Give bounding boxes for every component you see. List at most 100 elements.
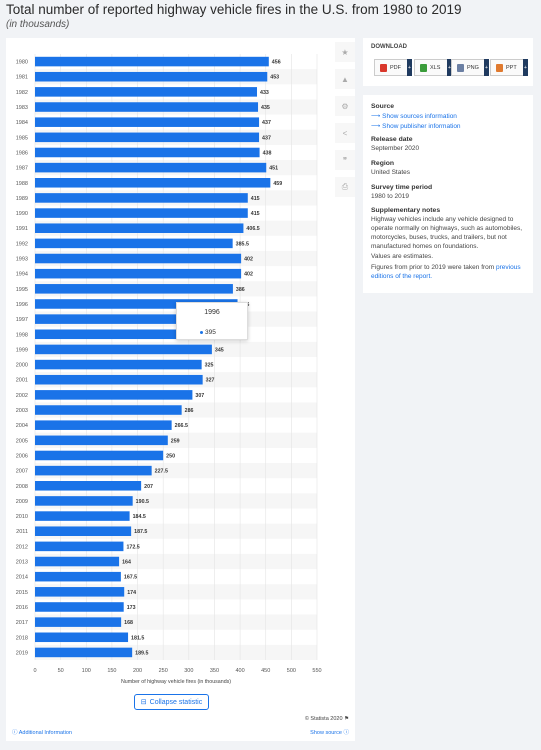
additional-info-link[interactable]: ⓘ Additional Information [12,728,72,736]
bar [35,465,152,476]
y-tick-label: 2002 [16,393,28,399]
bar [35,587,125,597]
y-tick-label: 2011 [16,529,28,535]
chart-tooltip: 1996 395 [176,302,248,340]
region-heading: Region [371,159,395,167]
bar [35,268,242,279]
data-label: 437 [262,135,271,141]
flag-icon: ⚑ [344,716,349,722]
x-axis-label: Number of highway vehicle fires (in thou… [121,679,231,685]
share-icon: < [342,128,348,138]
show-publisher-link[interactable]: ⟶ Show publisher information [371,122,525,130]
data-label: 172.5 [126,544,139,550]
bar-chart: 0 50 100 150 200 250 300 350 400 450 500 550 1980 456… [16,54,322,685]
y-tick-label: 1980 [16,60,28,66]
period-value: 1980 to 2019 [371,192,409,200]
bar [35,223,244,233]
bar [35,511,130,521]
download-panel: DOWNLOAD PDF + XLS + PNG + PPT + [363,38,533,86]
data-label: 307 [195,393,204,399]
bar [35,496,133,506]
data-label: 227.5 [155,469,168,475]
data-label: 187.5 [134,529,147,535]
y-tick-label: 2016 [16,605,28,611]
share-button[interactable]: < [335,123,355,143]
cite-button[interactable]: ❞ [335,150,355,170]
period-heading: Survey time period [371,183,433,191]
plus-icon: + [484,59,489,76]
previous-editions-link[interactable]: previous editions of the report. [371,264,521,280]
region-value: United States [371,168,411,176]
download-xls-button[interactable]: XLS + [414,59,452,76]
arrow-right-icon: ⟶ [371,123,381,130]
png-file-icon [457,63,464,72]
copyright-text: © Statista 2020 [304,716,343,722]
bar [35,56,269,67]
y-tick-label: 2013 [16,560,28,566]
y-tick-label: 2019 [16,650,28,656]
bar [35,314,223,324]
data-label: 406.5 [246,226,259,232]
copyright: © Statista 2020 ⚑ [305,716,349,722]
data-label: 437 [262,120,271,126]
bar [35,208,248,218]
x-tick-label: 300 [184,668,193,674]
bar [35,87,258,97]
data-label: 181.5 [131,635,144,641]
download-pdf-button[interactable]: PDF + [374,59,412,76]
notes-prior: Figures from prior to 2019 were taken fr… [371,264,525,282]
gear-icon: ⚙ [341,101,349,111]
info-panel: Source ⟶ Show sources information ⟶ Show… [363,95,533,293]
bar [35,481,142,491]
data-label: 386 [236,287,245,293]
notify-button[interactable]: ▲ [335,69,355,89]
data-label: 435 [261,105,270,111]
page-title: Total number of reported highway vehicle… [6,2,462,17]
show-source-label: Show source [310,730,342,736]
print-button[interactable]: ⎙ [335,177,355,197]
data-label: 415 [251,211,260,217]
x-tick-label: 0 [33,668,36,674]
favorite-button[interactable]: ★ [335,42,355,62]
show-source-link[interactable]: Show source ⓘ [310,728,349,736]
x-tick-label: 50 [58,668,64,674]
download-title: DOWNLOAD [371,44,407,50]
collapse-icon: ⊟ [140,699,147,706]
source-heading: Source [371,103,395,110]
data-label: 250 [166,453,175,459]
y-tick-label: 2000 [16,363,28,369]
data-label: 453 [270,75,279,81]
data-label: 402 [244,257,253,263]
data-label: 168 [124,620,133,626]
bar [35,344,212,355]
bar [35,329,215,340]
additional-info-label: Additional Information [18,730,72,736]
show-sources-link[interactable]: ⟶ Show sources information [371,112,525,120]
y-tick-label: 1990 [16,211,28,217]
x-tick-label: 550 [312,668,321,674]
y-tick-label: 2001 [16,378,28,384]
bar [35,71,268,82]
download-png-button[interactable]: PNG + [451,59,489,76]
y-tick-label: 1996 [16,302,28,308]
y-tick-label: 1989 [16,196,28,202]
y-tick-label: 1988 [16,181,28,187]
download-ppt-button[interactable]: PPT + [490,59,528,76]
data-label: 325 [205,363,214,369]
bar [35,541,124,552]
data-label: 266.5 [175,423,188,429]
show-sources-label: Show sources information [382,113,457,120]
bar [35,405,182,415]
data-label: 327 [206,378,215,384]
tooltip-value: 395 [205,329,216,336]
data-label: 385.5 [236,241,249,247]
settings-button[interactable]: ⚙ [335,96,355,116]
y-tick-label: 1982 [16,90,28,96]
x-tick-label: 200 [133,668,142,674]
y-tick-label: 2007 [16,469,28,475]
y-tick-label: 2010 [16,514,28,520]
xls-label: XLS [430,64,441,71]
data-label: 174 [127,590,136,596]
collapse-statistic-button[interactable]: ⊟ Collapse statistic [134,694,209,710]
bar [35,147,260,158]
